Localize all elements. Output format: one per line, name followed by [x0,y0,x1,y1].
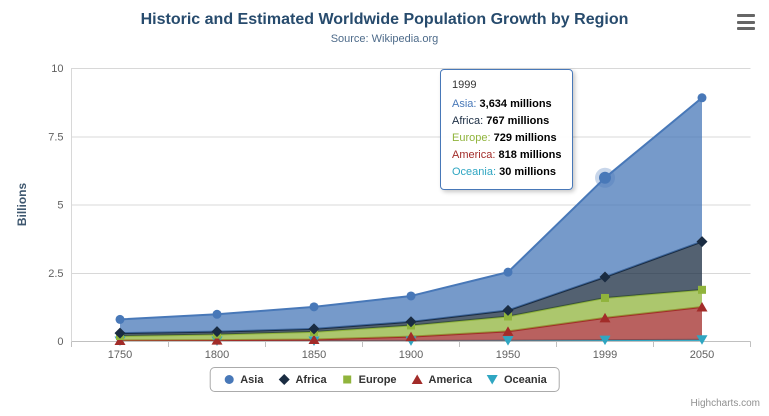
legend-marker-europe [343,375,352,384]
area-africa[interactable] [120,241,702,337]
hamburger-menu-icon[interactable] [737,14,757,30]
legend-label: Europe [358,373,397,386]
legend-label: Asia [240,373,264,386]
legend-item-america[interactable]: America [411,373,472,386]
y-axis-label: 2.5 [48,268,63,280]
legend-item-africa[interactable]: Africa [277,373,327,386]
marker-africa[interactable] [405,316,417,328]
marker-oceania[interactable] [502,336,514,346]
marker-europe[interactable] [504,312,512,321]
marker-oceania[interactable] [696,335,708,345]
chart-title: Historic and Estimated Worldwide Populat… [140,11,629,28]
tooltip-row-asia: Asia: 3,634 millions [452,98,552,110]
tooltip-row-america: America: 818 millions [452,149,562,161]
legend-marker-oceania [486,375,498,385]
y-axis-label: 7.5 [48,131,63,143]
chart-subtitle: Source: Wikipedia.org [330,33,439,45]
tooltip-row-europe: Europe: 729 millions [452,132,557,144]
x-axis-label: 2050 [690,349,714,361]
marker-africa[interactable] [599,271,611,283]
marker-asia[interactable] [406,291,416,301]
marker-america[interactable] [114,335,126,345]
tooltip-rows: Asia: 3,634 millions Africa: 767 millions… [452,96,561,181]
tooltip-header: 1999 [452,79,477,91]
marker-asia[interactable] [115,314,125,324]
marker-europe[interactable] [698,285,706,294]
legend-label: America [428,373,472,386]
marker-oceania[interactable] [599,335,611,346]
credits-link[interactable]: Highcharts.com [690,398,760,409]
legend-label: Africa [295,373,327,386]
marker-america[interactable] [599,312,611,323]
legend-symbol-triangle-down-icon [486,375,498,385]
tooltip-row-oceania: Oceania: 30 millions [452,166,556,178]
marker-asia[interactable] [309,302,319,312]
legend-marker-america [411,374,423,384]
tooltip-row-africa: Africa: 767 millions [452,115,550,127]
marker-asia[interactable] [212,309,222,319]
y-axis-label: 5 [57,200,63,212]
menu-bar [737,20,755,24]
legend-item-asia[interactable]: Asia [222,373,263,386]
menu-bar [737,14,755,17]
tooltip: 1999 Asia: 3,634 millions Africa: 767 mil… [440,69,574,190]
legend-item-oceania[interactable]: Oceania [486,373,547,386]
marker-america[interactable] [405,331,417,342]
legend-label: Oceania [503,373,547,386]
marker-america[interactable] [696,301,708,312]
legend-symbol-square-icon [343,375,352,384]
legend-symbol-triangle-icon [411,374,423,384]
area-asia[interactable] [120,97,702,334]
y-axis-title: Billions [15,183,29,227]
y-axis-label: 10 [51,63,63,75]
marker-africa[interactable] [696,236,708,248]
marker-europe[interactable] [601,293,609,302]
marker-america[interactable] [308,334,320,344]
x-axis-label: 1800 [205,349,229,361]
x-axis-label: 1999 [593,349,617,361]
legend-symbol-circle-icon [224,375,234,384]
marker-america[interactable] [211,335,223,345]
y-axis-label: 0 [57,336,63,348]
legend-marker-asia [224,375,234,384]
x-axis-label: 1750 [108,349,132,361]
marker-america[interactable] [502,326,514,336]
area-america[interactable] [120,306,702,341]
x-axis-label: 1900 [399,349,423,361]
legend-item-europe[interactable]: Europe [341,373,397,386]
x-axis-label: 1850 [302,349,326,361]
legend-symbol-diamond-icon [278,374,290,385]
marker-africa[interactable] [211,326,223,338]
hover-marker[interactable] [599,171,611,184]
marker-asia[interactable] [503,267,513,277]
marker-africa[interactable] [502,304,514,316]
marker-africa[interactable] [114,327,126,339]
marker-asia[interactable] [697,93,707,103]
legend-marker-africa [278,374,290,385]
menu-bar [737,27,755,30]
x-axis-label: 1950 [496,349,520,361]
legend: Asia Africa Europe America Oceania [209,367,560,392]
marker-africa[interactable] [308,323,320,335]
